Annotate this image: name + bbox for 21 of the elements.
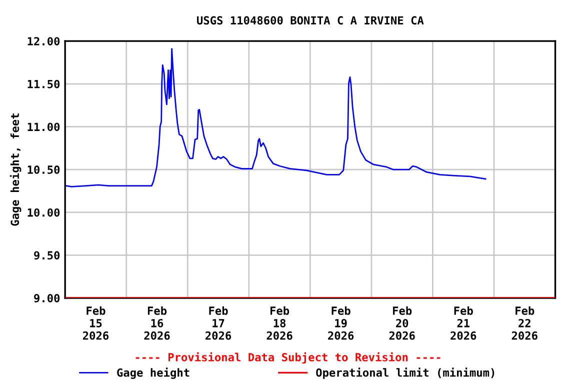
- x-tick-label: Feb 16 2026: [144, 306, 170, 340]
- y-tick-label: 10.00: [28, 208, 60, 217]
- chart-title: USGS 11048600 BONITA C A IRVINE CA: [197, 16, 424, 25]
- y-tick-label: 9.50: [34, 251, 60, 260]
- line-series: [65, 48, 486, 188]
- y-axis-title: Gage height, feet: [10, 114, 22, 226]
- y-tick-label: 11.00: [28, 122, 60, 132]
- x-tick-label: Feb 15 2026: [82, 306, 108, 340]
- x-tick-label: Feb 22 2026: [512, 306, 538, 340]
- text: ---- Provisional Data Subject to Revision ----: [136, 352, 440, 364]
- y-tick-label: 12.00: [28, 37, 60, 46]
- y-tick-label: 9.00: [34, 294, 60, 302]
- x-tick-label: Feb 20 2026: [389, 306, 415, 340]
- y-tick-label: 10.50: [28, 166, 60, 174]
- y-tick-label: 11.50: [28, 80, 60, 88]
- x-tick-label: Feb 17 2026: [206, 306, 232, 340]
- x-tick-label: Feb 19 2026: [328, 306, 354, 340]
- legend-label: Operational limit (minimum): [316, 368, 494, 379]
- x-tick-label: Feb 21 2026: [450, 306, 476, 340]
- x-tick-label: Feb 18 2026: [266, 306, 292, 340]
- legend-label: Gage height: [117, 368, 190, 379]
